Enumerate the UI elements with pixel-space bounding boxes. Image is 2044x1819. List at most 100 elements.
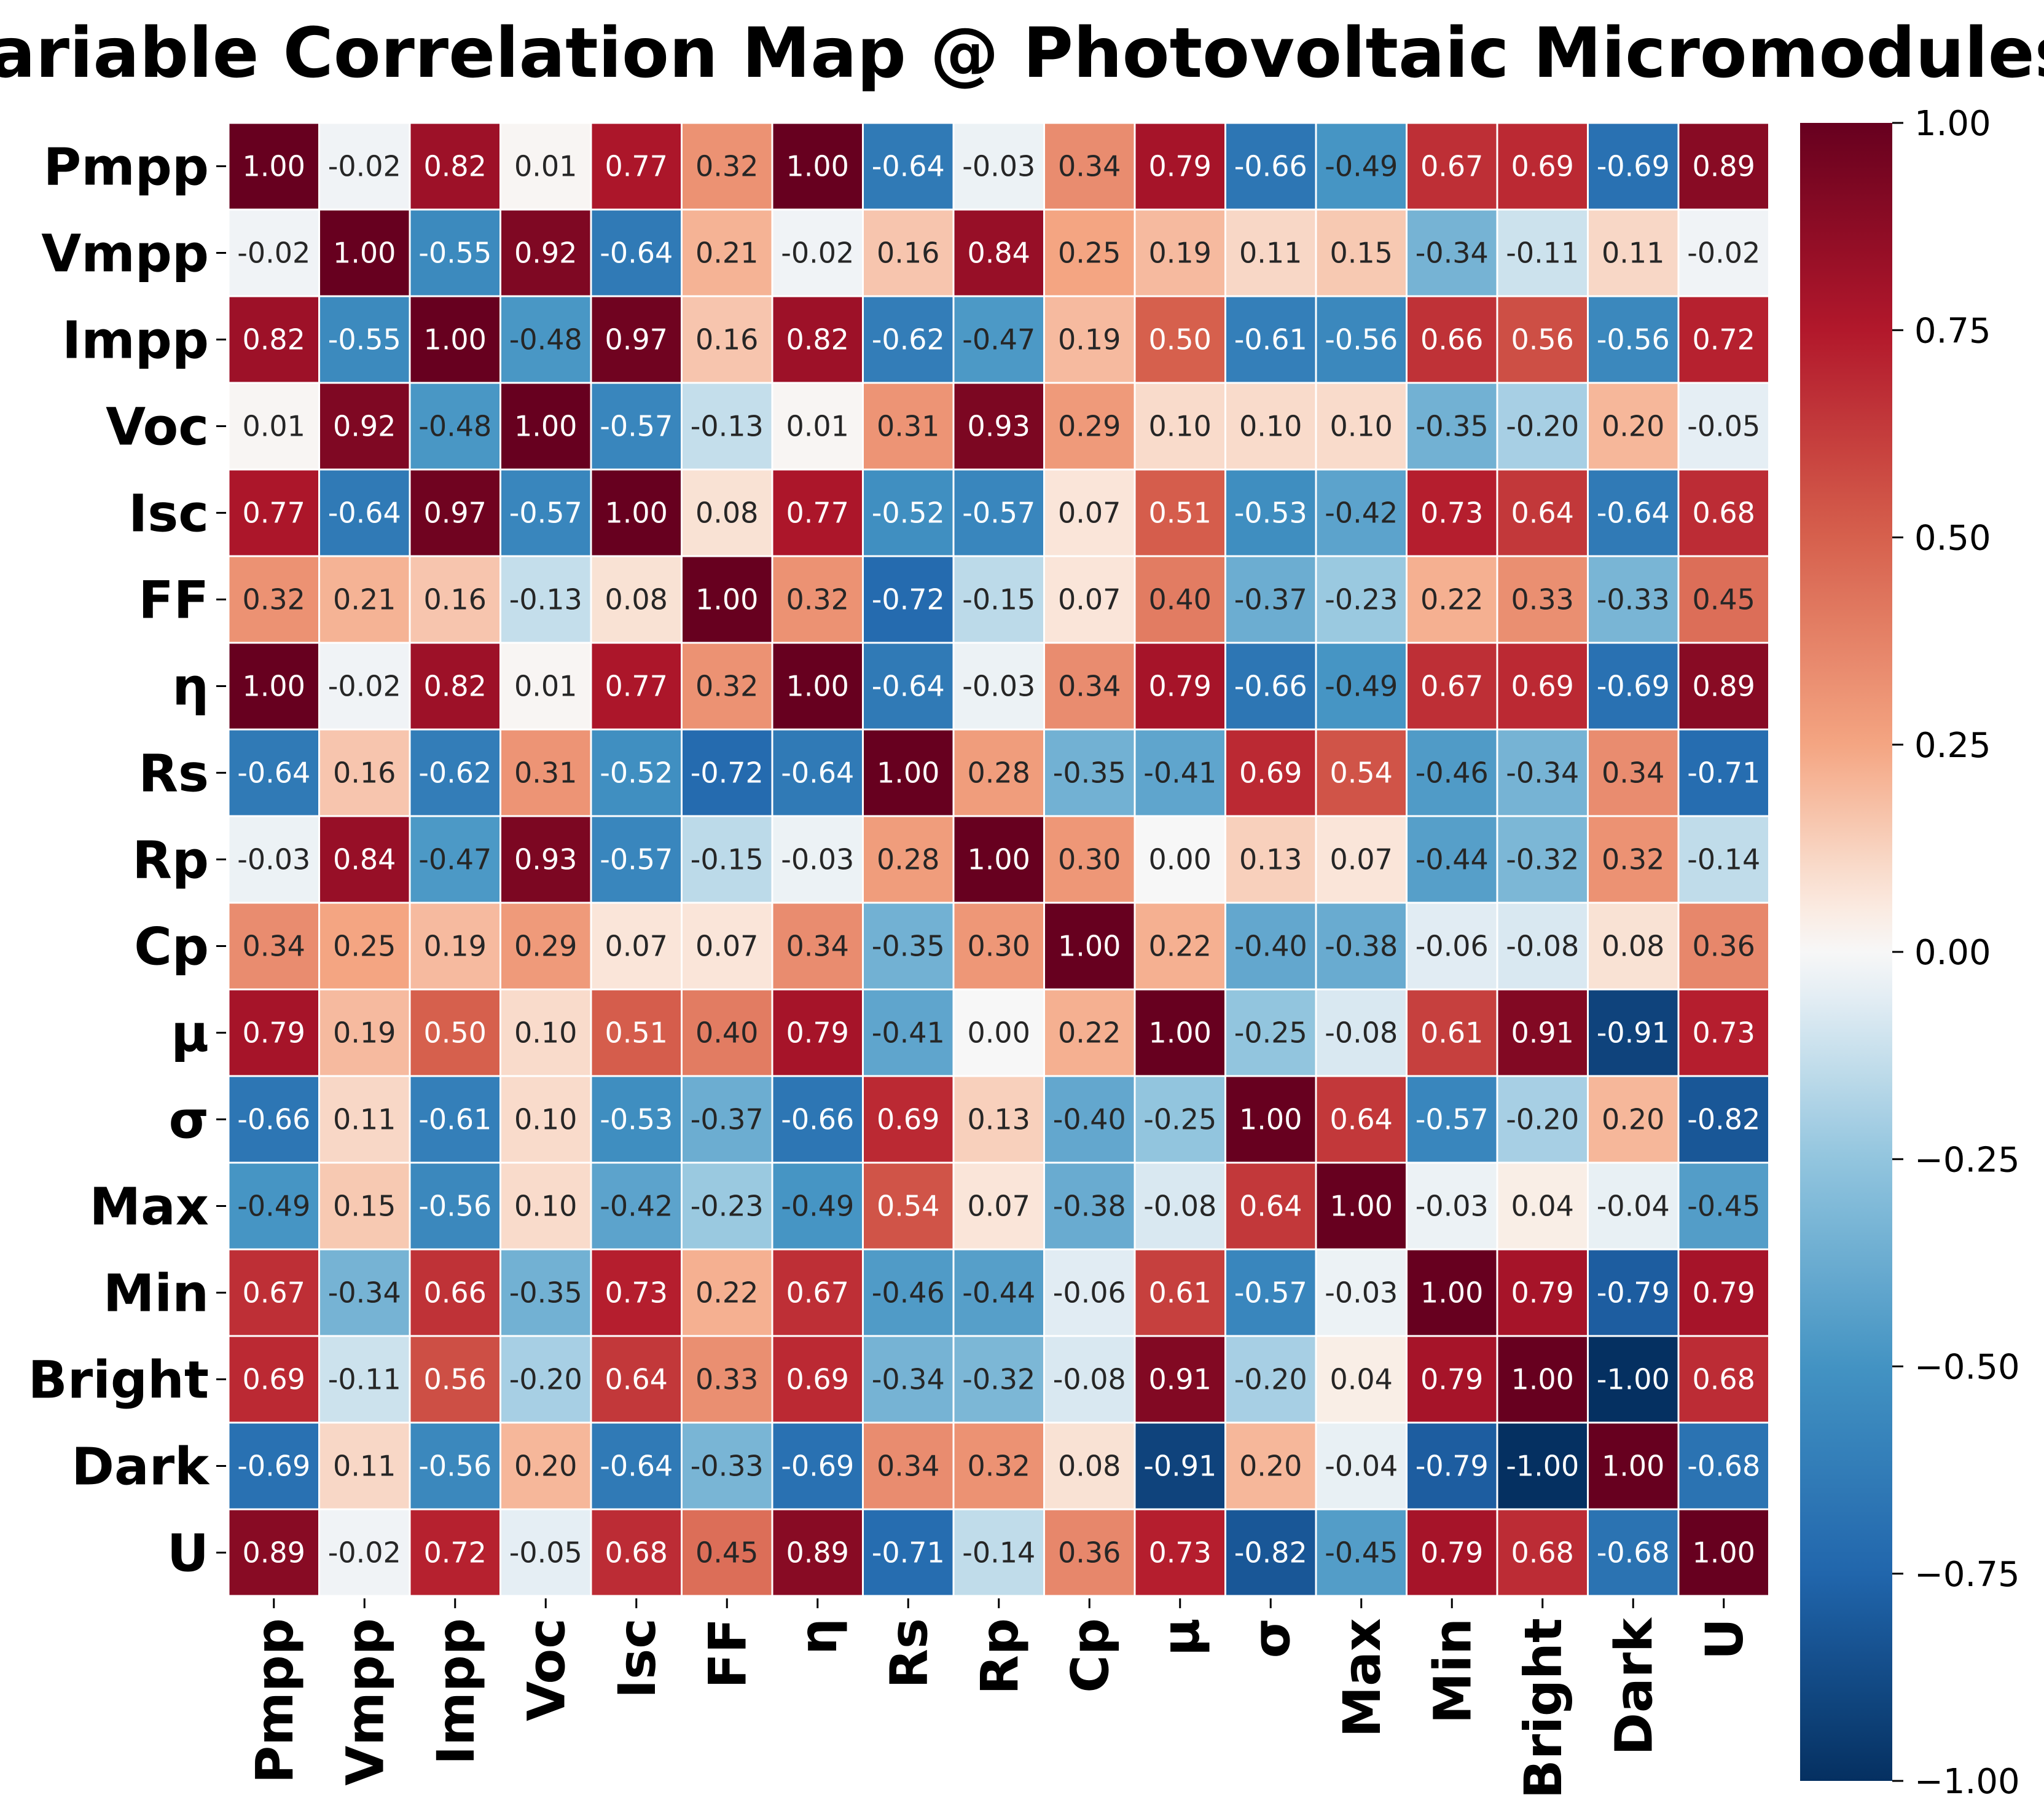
cell-value-label: -0.37	[691, 1103, 764, 1136]
cell-value-label: 0.34	[1058, 150, 1121, 183]
cell-value-label: 0.32	[786, 583, 849, 616]
heatmap-cell	[1043, 728, 1136, 817]
heatmap-cell	[771, 1075, 864, 1164]
cell-value-label: 0.01	[786, 410, 849, 443]
cell-value-label: -0.41	[872, 1016, 945, 1050]
cell-value-label: 0.79	[1693, 1276, 1755, 1310]
cell-value-label: -0.02	[781, 237, 854, 270]
column-label-sigma-11: σ	[1241, 1618, 1301, 1658]
heatmap-cell	[862, 1248, 955, 1337]
cell-value-label: -0.64	[872, 670, 945, 703]
heatmap-cell	[1587, 1508, 1680, 1597]
heatmap-cell	[590, 468, 683, 557]
heatmap-cell	[409, 1161, 501, 1251]
cell-value-label: 0.79	[786, 1016, 849, 1050]
heatmap-cells: 1.00 -0.02 0.82 0.01 0.77 0.32 1.00 -0.64 -0.03 0…	[227, 122, 1770, 1597]
cell-value-label: -1.00	[1506, 1450, 1579, 1483]
heatmap-cell	[681, 1161, 773, 1251]
cell-value-label: 0.72	[424, 1536, 487, 1570]
cell-value-label: 0.00	[1149, 843, 1212, 876]
heatmap-cell	[227, 208, 320, 297]
cell-value-label: -0.64	[781, 756, 854, 790]
cell-value-label: 0.79	[1149, 150, 1212, 183]
colorbar-tick-label: 0.00	[1914, 933, 1991, 973]
row-label-ff-5: FF	[138, 570, 209, 631]
cell-value-label: 1.00	[1239, 1103, 1302, 1136]
cell-value-label: 0.28	[968, 756, 1030, 790]
row-labels: Pmpp Vmpp Impp Voc Isc FF η Rs Rp Cp μσ Max Min Brigh…	[28, 137, 226, 1584]
cell-value-label: 0.10	[1239, 410, 1302, 443]
colorbar-tick-label: 1.00	[1914, 104, 1991, 144]
cell-value-label: 0.10	[514, 1016, 577, 1050]
heatmap-cell	[318, 468, 411, 557]
cell-value-label: 0.29	[1058, 410, 1121, 443]
cell-value-label: -0.02	[1687, 237, 1760, 270]
heatmap-cell	[318, 728, 411, 817]
column-label-u-16: U	[1694, 1618, 1755, 1660]
cell-value-label: 1.00	[1058, 930, 1121, 963]
heatmap-cell	[1315, 1508, 1408, 1597]
heatmap-cell	[409, 1508, 501, 1597]
cell-value-label: 0.07	[1058, 497, 1121, 530]
heatmap-cell	[1587, 382, 1680, 471]
cell-value-label: 0.50	[424, 1016, 487, 1050]
heatmap-cell	[1406, 468, 1498, 557]
cell-value-label: 0.20	[1602, 1103, 1664, 1136]
column-label-max-12: Max	[1332, 1618, 1392, 1737]
cell-value-label: 0.20	[514, 1450, 577, 1483]
cell-value-label: -0.23	[1325, 583, 1398, 616]
cell-value-label: -0.57	[1234, 1276, 1307, 1310]
heatmap-cell	[1406, 1161, 1498, 1251]
heatmap-cell	[952, 1248, 1045, 1337]
cell-value-label: -0.13	[509, 583, 582, 616]
cell-value-label: 0.56	[424, 1363, 487, 1396]
heatmap-cell	[318, 382, 411, 471]
heatmap-cell	[1406, 555, 1498, 644]
cell-value-label: -0.71	[872, 1536, 945, 1570]
cell-value-label: -0.42	[1325, 497, 1398, 530]
cell-value-label: 0.07	[1058, 583, 1121, 616]
heatmap-cell	[681, 468, 773, 557]
heatmap-cell	[318, 122, 411, 211]
cell-value-label: -0.35	[509, 1276, 582, 1310]
heatmap-cell	[318, 815, 411, 904]
cell-value-label: 0.25	[1058, 237, 1121, 270]
row-label-vmpp-1: Vmpp	[41, 224, 209, 284]
cell-value-label: 0.10	[1330, 410, 1393, 443]
colorbar-tick-label: −0.75	[1914, 1555, 2020, 1595]
cell-value-label: -0.48	[418, 410, 491, 443]
heatmap-cell	[1043, 815, 1136, 904]
cell-value-label: 0.73	[1420, 497, 1483, 530]
cell-value-label: -0.57	[1416, 1103, 1489, 1136]
heatmap-cell	[1134, 1248, 1226, 1337]
cell-value-label: 0.10	[1149, 410, 1212, 443]
heatmap-cell	[681, 988, 773, 1077]
cell-value-label: -0.25	[1143, 1103, 1216, 1136]
cell-value-label: 0.07	[968, 1190, 1030, 1223]
heatmap-cell	[1043, 382, 1136, 471]
cell-value-label: 1.00	[1420, 1276, 1483, 1310]
cell-value-label: -0.04	[1597, 1190, 1670, 1223]
heatmap-cell	[1677, 122, 1770, 211]
heatmap-cell	[771, 1508, 864, 1597]
cell-value-label: 1.00	[877, 756, 939, 790]
cell-value-label: 0.34	[877, 1450, 939, 1483]
cell-value-label: 0.82	[424, 670, 487, 703]
heatmap-cell	[952, 815, 1045, 904]
heatmap-cell	[409, 295, 501, 384]
cell-value-label: 0.89	[243, 1536, 305, 1570]
heatmap-cell	[1134, 1335, 1226, 1424]
cell-value-label: -0.33	[1597, 583, 1670, 616]
heatmap-cell	[409, 208, 501, 297]
cell-value-label: -0.34	[1416, 237, 1489, 270]
heatmap-cell	[1134, 1421, 1226, 1511]
cell-value-label: 0.73	[605, 1276, 668, 1310]
cell-value-label: 0.32	[1602, 843, 1664, 876]
heatmap-cell	[1043, 642, 1136, 731]
heatmap-cell	[499, 382, 592, 471]
heatmap-cell	[1587, 468, 1680, 557]
row-label-dark-15: Dark	[71, 1437, 210, 1497]
cell-value-label: -0.49	[237, 1190, 310, 1223]
cell-value-label: -0.49	[781, 1190, 854, 1223]
cell-value-label: 0.15	[333, 1190, 396, 1223]
